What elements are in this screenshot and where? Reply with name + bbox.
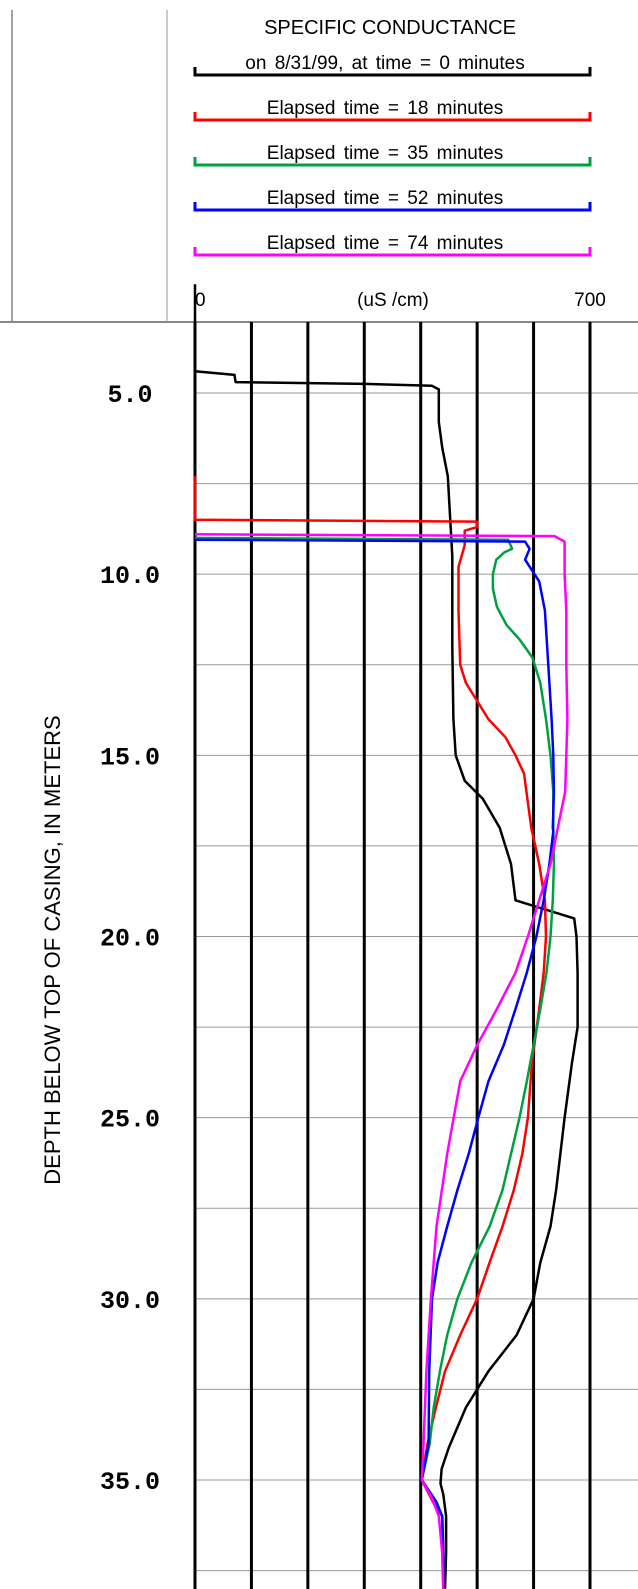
legend-label: Elapsed time = 35 minutes	[267, 143, 503, 164]
legend-entry-2: Elapsed time = 35 minutes	[193, 143, 592, 167]
series-line-0	[193, 284, 579, 1589]
legend-label: Elapsed time = 18 minutes	[267, 98, 503, 119]
legend: on 8/31/99, at time = 0 minutes Elapsed t…	[193, 53, 592, 257]
x-tick-label-min: 0	[195, 290, 206, 311]
legend-marker	[193, 112, 592, 122]
y-tick-label: 10.0	[100, 562, 160, 591]
y-axis-label: DEPTH BELOW TOP OF CASING, IN METERS	[40, 715, 65, 1184]
legend-label: Elapsed time = 74 minutes	[267, 233, 503, 254]
y-tick-label: 5.0	[107, 381, 152, 410]
legend-marker	[193, 247, 592, 257]
legend-label: Elapsed time = 52 minutes	[267, 188, 503, 209]
y-tick-label: 20.0	[100, 925, 160, 954]
y-tick-label: 25.0	[100, 1106, 160, 1135]
legend-entry-4: Elapsed time = 74 minutes	[193, 233, 592, 257]
y-tick-label: 35.0	[100, 1468, 160, 1497]
legend-entry-1: Elapsed time = 18 minutes	[193, 98, 592, 122]
chart-title: SPECIFIC CONDUCTANCE	[264, 17, 516, 39]
legend-label: on 8/31/99, at time = 0 minutes	[245, 53, 524, 74]
y-tick-labels: 5.0 10.0 15.0 20.0 25.0 30.0 35.0	[100, 381, 160, 1497]
series-line-4	[194, 533, 569, 1589]
legend-entry-0: on 8/31/99, at time = 0 minutes	[193, 53, 592, 77]
series-line-2	[194, 536, 556, 1589]
series-lines	[193, 284, 579, 1589]
series-line-1	[193, 476, 548, 1589]
legend-marker	[193, 202, 592, 212]
legend-marker	[193, 67, 592, 77]
series-line-3	[194, 538, 556, 1589]
y-tick-label: 15.0	[100, 743, 160, 772]
vertical-gridlines	[193, 322, 592, 1589]
x-axis-label: (uS /cm)	[357, 290, 429, 311]
x-tick-label-max: 700	[574, 290, 606, 311]
legend-marker	[193, 157, 592, 167]
y-tick-label: 30.0	[100, 1287, 160, 1316]
legend-entry-3: Elapsed time = 52 minutes	[193, 188, 592, 212]
horizontal-gridlines	[195, 392, 638, 1572]
